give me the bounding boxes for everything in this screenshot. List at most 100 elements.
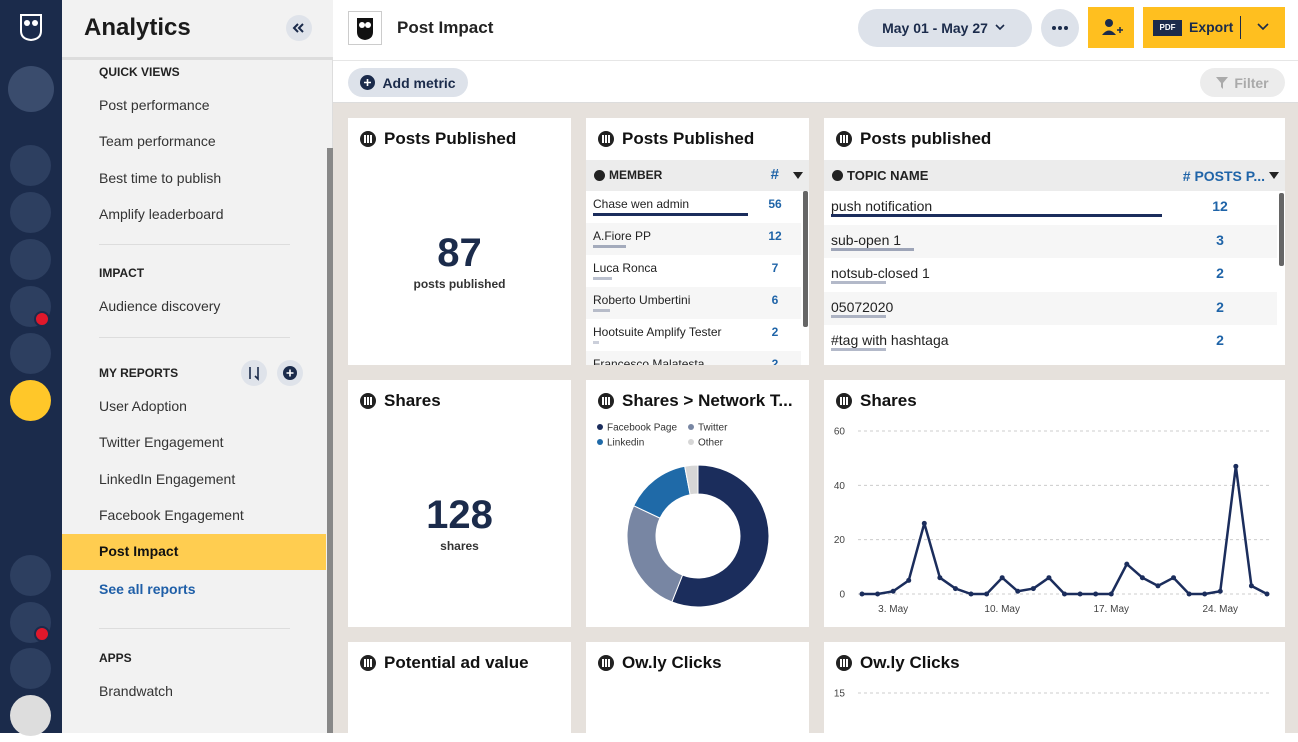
- collapse-button[interactable]: [286, 15, 312, 41]
- nav-item[interactable]: LinkedIn Engagement: [99, 470, 236, 487]
- card-title: Shares > Network T...: [622, 391, 793, 410]
- date-range: May 01 - May 27: [882, 20, 988, 36]
- column-header: TOPIC NAME: [847, 168, 929, 183]
- apps-icon[interactable]: [10, 555, 51, 596]
- row-bar: [593, 213, 748, 216]
- topbar: [333, 0, 1298, 103]
- selected-item-bg: [62, 534, 326, 571]
- nav-item[interactable]: User Adoption: [99, 398, 187, 414]
- sort-arrow[interactable]: [793, 172, 803, 180]
- section-heading: QUICK VIEWS: [99, 65, 180, 79]
- row-value: 2: [1216, 298, 1224, 315]
- card: Posts published TOPIC NAME # POSTS P... pus…: [824, 118, 1285, 365]
- row-label: notsub-closed 1: [831, 265, 930, 281]
- nav-item[interactable]: Team performance: [99, 133, 216, 150]
- sort-arrow[interactable]: [1269, 172, 1279, 180]
- row-bar: [831, 281, 887, 284]
- table-row: [824, 291, 1277, 325]
- card: Potential ad value: [348, 642, 571, 742]
- column-header: MEMBER: [609, 168, 663, 182]
- row-label: #tag with hashtaga: [831, 332, 949, 348]
- row-label: push notification: [831, 198, 933, 214]
- row-bar: [593, 309, 610, 312]
- nav-item[interactable]: Post performance: [99, 97, 210, 113]
- card-icon: [598, 131, 614, 147]
- share-button[interactable]: [1088, 7, 1134, 48]
- pdf-badge: PDF: [1153, 20, 1182, 36]
- chart-card: Shares: [824, 380, 1285, 627]
- nav-item[interactable]: Facebook Engagement: [99, 506, 244, 523]
- divider: [99, 244, 290, 245]
- header-icon: [832, 170, 843, 181]
- divider: [333, 60, 1298, 61]
- card-title: Posts Published: [622, 129, 755, 148]
- card-icon: [598, 655, 614, 671]
- date-range-button[interactable]: May 01 - May 27: [858, 9, 1032, 47]
- row-value: 7: [771, 261, 779, 275]
- chevron: [1257, 23, 1269, 31]
- nav-item[interactable]: Audience discovery: [99, 298, 221, 314]
- analytics-icon[interactable]: [10, 380, 51, 421]
- card-title: Shares: [384, 391, 441, 410]
- report-logo: [348, 11, 382, 45]
- section-heading: MY REPORTS: [99, 366, 179, 380]
- arrow: [1269, 172, 1279, 179]
- row-bar: [831, 314, 887, 318]
- row-bar: [831, 247, 914, 251]
- row-value: 2: [1216, 265, 1224, 281]
- nav-item[interactable]: Brandwatch: [99, 683, 173, 699]
- planner-icon[interactable]: [10, 239, 51, 280]
- assignments-icon[interactable]: [10, 333, 51, 374]
- card-icon: [598, 393, 614, 409]
- table-row: [586, 223, 801, 255]
- stat-caption: shares: [440, 539, 479, 553]
- avatar[interactable]: [10, 695, 51, 736]
- divider: [99, 628, 290, 629]
- row-bar: [593, 245, 627, 248]
- section-heading: APPS: [99, 651, 132, 665]
- card-title: Potential ad value: [384, 653, 529, 672]
- filter-button[interactable]: Filter: [1200, 68, 1285, 97]
- add-metric-label: Add metric: [382, 74, 456, 91]
- table-row: [586, 191, 801, 223]
- card-icon: [836, 393, 852, 409]
- row-value: 2: [771, 357, 779, 365]
- card-title: Ow.ly Clicks: [622, 653, 722, 672]
- row-label: A.Fiore PP: [593, 229, 652, 243]
- row-value: 56: [768, 197, 782, 211]
- column-header: # POSTS P...: [1182, 168, 1265, 184]
- row-label: Luca Ronca: [593, 261, 658, 275]
- arrow: [793, 172, 803, 179]
- nav-item[interactable]: Twitter Engagement: [99, 434, 224, 451]
- notification-badge: [34, 626, 50, 642]
- logo: [20, 14, 42, 42]
- row-label: Francesco Malatesta: [593, 357, 705, 365]
- main: Post Impact May 01 - May 27 PDF Export A…: [333, 0, 1298, 742]
- export-button[interactable]: PDF Export: [1143, 7, 1285, 48]
- header-icon: [594, 170, 605, 181]
- table-row: [586, 287, 801, 319]
- add-metric-button[interactable]: Add metric: [348, 68, 468, 97]
- dashboard-icon[interactable]: [10, 145, 51, 186]
- row-label: sub-open 1: [831, 231, 902, 248]
- card-icon: [836, 655, 852, 671]
- help-icon[interactable]: [10, 648, 51, 689]
- sidebar-title: Analytics: [84, 14, 191, 41]
- nav-item[interactable]: Amplify leaderboard: [99, 205, 224, 222]
- card: Ow.ly Clicks: [586, 642, 809, 742]
- more-button[interactable]: [1041, 9, 1079, 47]
- card-title: Posts Published: [384, 129, 517, 148]
- row-value: 3: [1216, 231, 1224, 248]
- row-label: Roberto Umbertini: [593, 293, 691, 307]
- chart-card: Ow.ly Clicks: [824, 642, 1285, 742]
- compose-icon[interactable]: [8, 66, 54, 112]
- row-value: 2: [771, 325, 779, 339]
- card: Posts Published MEMBER # Chase wen admin 56 A…: [586, 118, 809, 365]
- table-row: [824, 258, 1277, 292]
- see-all-link[interactable]: See all reports: [99, 580, 196, 597]
- table-row: [824, 191, 1277, 225]
- nav-item[interactable]: Post Impact: [99, 543, 179, 560]
- nav-item[interactable]: Best time to publish: [99, 169, 222, 186]
- streams-icon[interactable]: [10, 192, 51, 233]
